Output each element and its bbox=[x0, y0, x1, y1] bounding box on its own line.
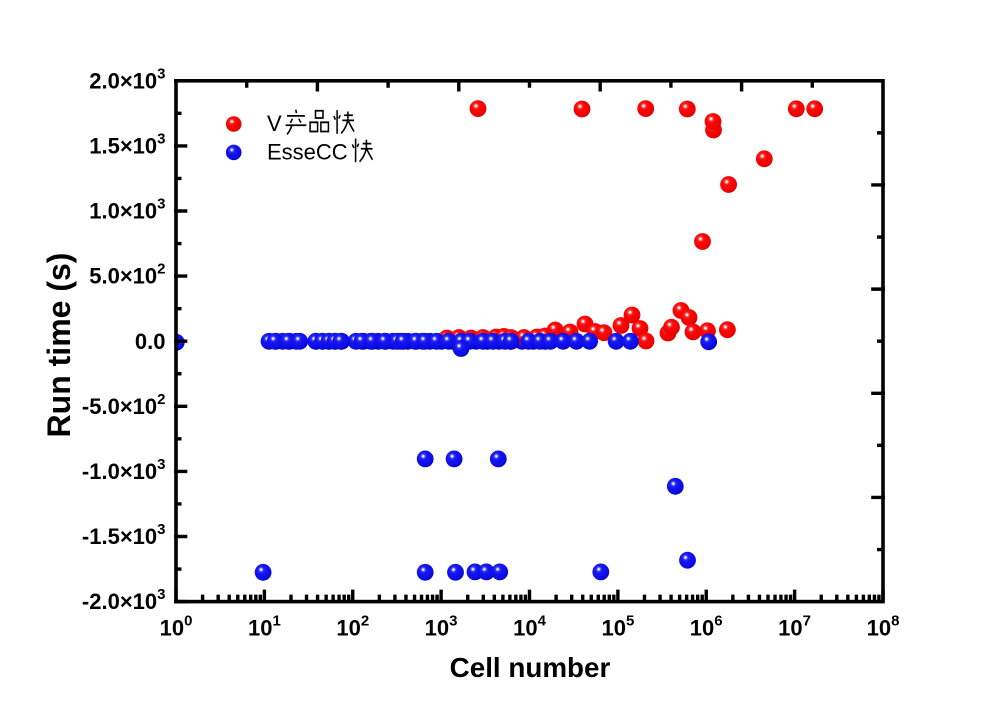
svg-text:-2.0×103: -2.0×103 bbox=[82, 586, 166, 614]
svg-text:-5.0×102: -5.0×102 bbox=[82, 391, 166, 419]
svg-text:1.0×103: 1.0×103 bbox=[89, 196, 165, 224]
svg-text:0.0: 0.0 bbox=[135, 329, 166, 354]
svg-text:V: V bbox=[267, 111, 282, 136]
svg-text:-1.0×103: -1.0×103 bbox=[82, 456, 166, 484]
svg-text:Cell number: Cell number bbox=[450, 652, 611, 683]
svg-text:1.5×103: 1.5×103 bbox=[89, 131, 165, 159]
svg-text:Run time (s): Run time (s) bbox=[41, 253, 77, 438]
svg-text:104: 104 bbox=[513, 613, 546, 641]
svg-text:-1.5×103: -1.5×103 bbox=[82, 521, 166, 549]
svg-text:5.0×102: 5.0×102 bbox=[89, 261, 165, 289]
svg-text:EsseCC: EsseCC bbox=[267, 139, 348, 164]
svg-text:2.0×103: 2.0×103 bbox=[89, 65, 165, 93]
